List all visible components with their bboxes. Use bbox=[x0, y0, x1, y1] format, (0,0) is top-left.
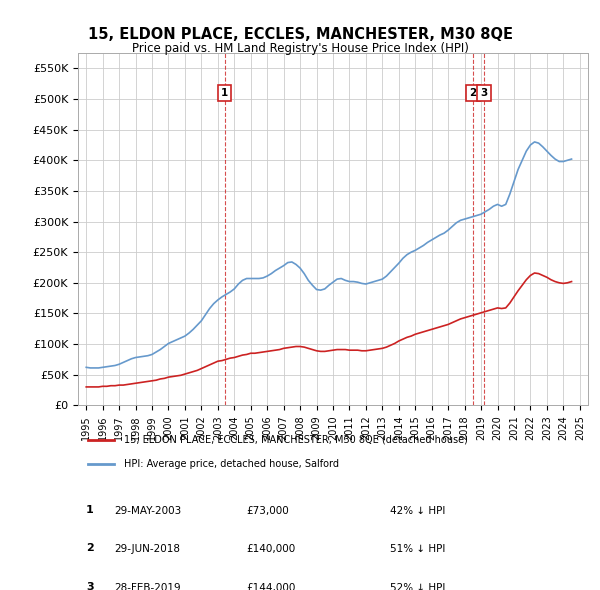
Text: Price paid vs. HM Land Registry's House Price Index (HPI): Price paid vs. HM Land Registry's House … bbox=[131, 42, 469, 55]
Text: HPI: Average price, detached house, Salford: HPI: Average price, detached house, Salf… bbox=[124, 460, 339, 470]
Text: 2: 2 bbox=[86, 543, 94, 553]
Text: 1: 1 bbox=[86, 505, 94, 515]
Text: 52% ↓ HPI: 52% ↓ HPI bbox=[390, 582, 445, 590]
Text: £73,000: £73,000 bbox=[246, 506, 289, 516]
Text: 2: 2 bbox=[469, 88, 476, 98]
Text: £140,000: £140,000 bbox=[246, 544, 295, 554]
Text: 29-MAY-2003: 29-MAY-2003 bbox=[114, 506, 181, 516]
Text: 42% ↓ HPI: 42% ↓ HPI bbox=[390, 506, 445, 516]
Text: 3: 3 bbox=[86, 582, 94, 590]
Text: 51% ↓ HPI: 51% ↓ HPI bbox=[390, 544, 445, 554]
Text: 15, ELDON PLACE, ECCLES, MANCHESTER, M30 8QE (detached house): 15, ELDON PLACE, ECCLES, MANCHESTER, M30… bbox=[124, 435, 468, 445]
Text: 3: 3 bbox=[480, 88, 487, 98]
Text: £144,000: £144,000 bbox=[246, 582, 295, 590]
Text: 15, ELDON PLACE, ECCLES, MANCHESTER, M30 8QE: 15, ELDON PLACE, ECCLES, MANCHESTER, M30… bbox=[88, 27, 512, 41]
Text: 28-FEB-2019: 28-FEB-2019 bbox=[114, 582, 181, 590]
Text: 1: 1 bbox=[221, 88, 229, 98]
Text: 29-JUN-2018: 29-JUN-2018 bbox=[114, 544, 180, 554]
